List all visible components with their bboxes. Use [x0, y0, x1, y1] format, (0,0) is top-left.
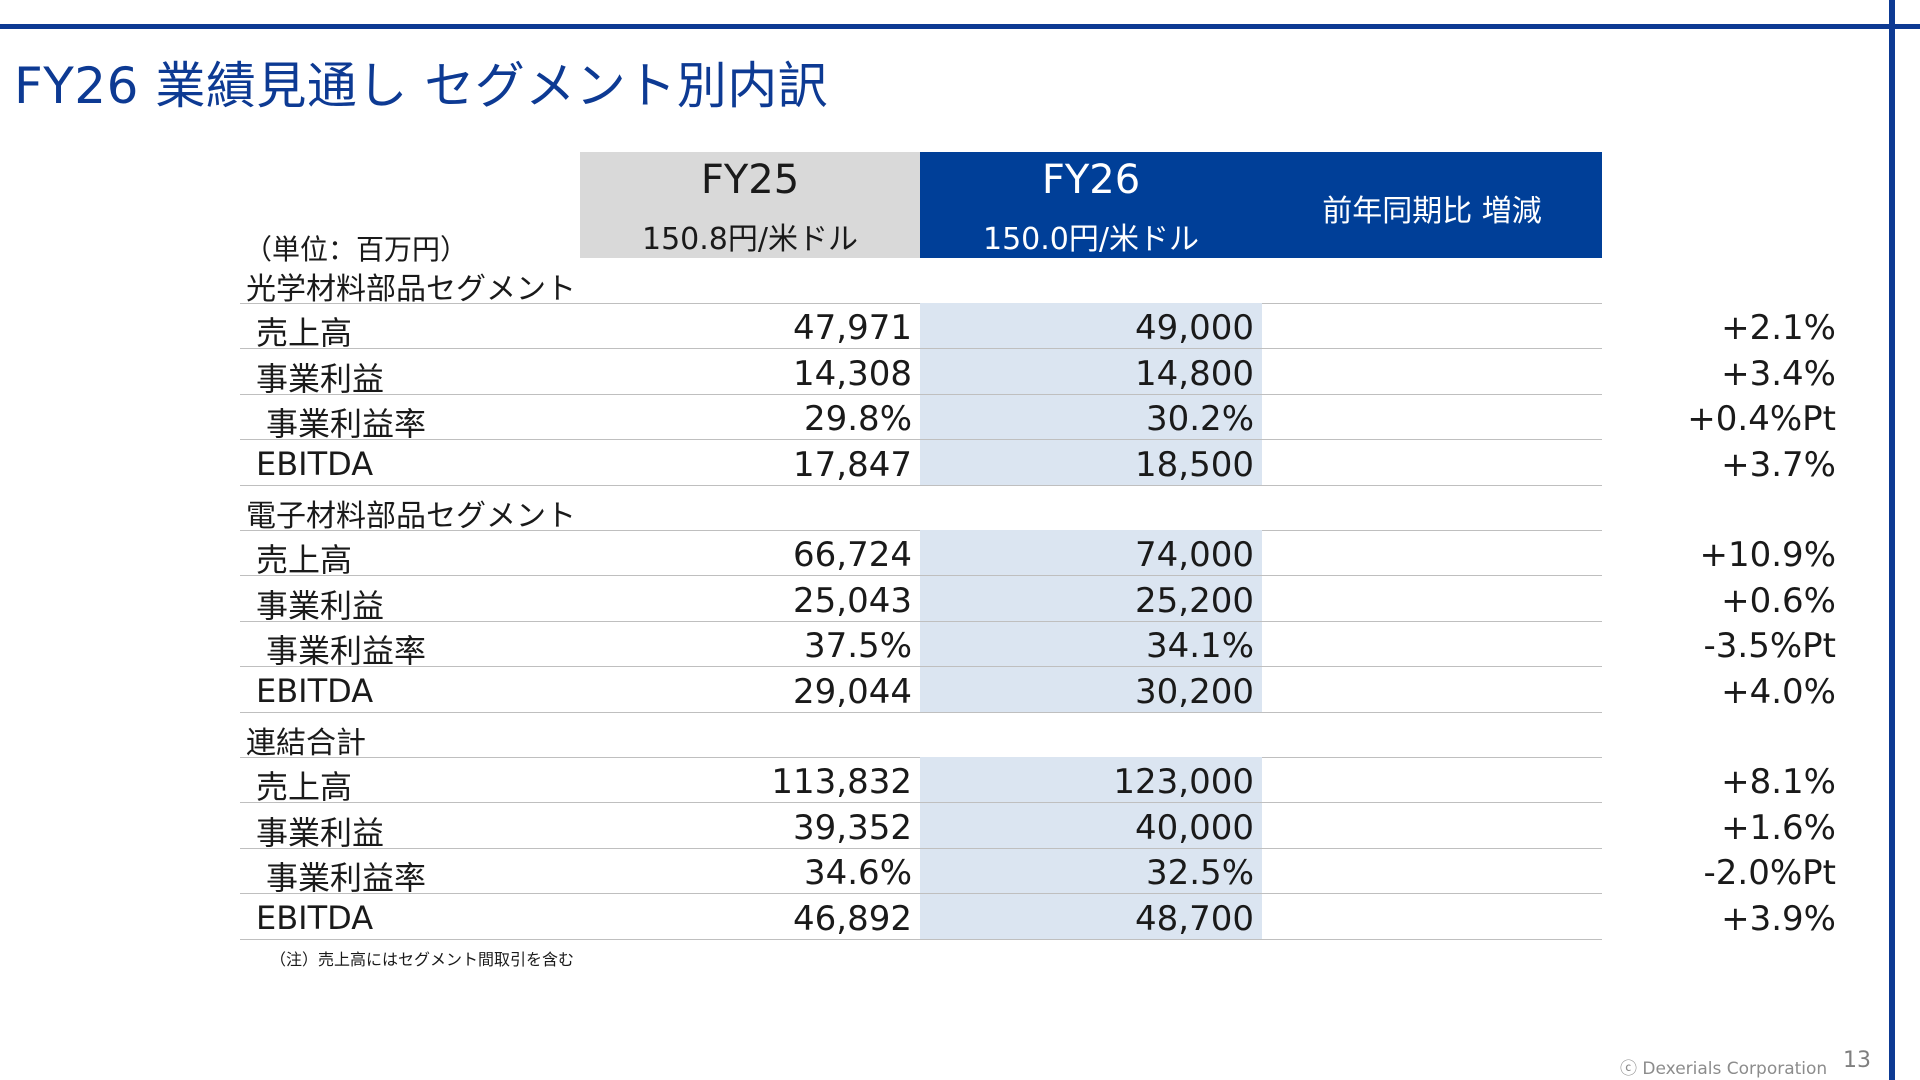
header-fy26-rate: 150.0円/米ドル	[983, 222, 1199, 257]
row-label: EBITDA	[256, 898, 374, 937]
table-row: EBITDA 29,044 30,200 +4.0%	[240, 667, 1836, 713]
slide-title: FY26 業績見通し セグメント別内訳	[14, 57, 829, 115]
yoy-change: +2.1%	[1721, 308, 1836, 349]
yoy-change: +0.4%Pt	[1687, 399, 1836, 440]
table-row: 事業利益率 29.8% 30.2% +0.4%Pt	[240, 394, 1836, 443]
top-accent-rule	[0, 24, 1920, 29]
row-label: EBITDA	[256, 671, 374, 710]
fy25-value: 47,971	[793, 308, 912, 349]
segment-header-row: 電子材料部品セグメント	[240, 485, 1602, 534]
table-row: 事業利益 39,352 40,000 +1.6%	[240, 803, 1836, 852]
segment-header-row: 光学材料部品セグメント	[240, 258, 1602, 307]
fy25-value: 66,724	[793, 535, 912, 576]
table-row: EBITDA 17,847 18,500 +3.7%	[240, 440, 1836, 486]
segment-name: 電子材料部品セグメント	[246, 499, 576, 534]
table-row: 売上高 66,724 74,000 +10.9%	[240, 530, 1836, 579]
segment-header-row: 連結合計	[240, 712, 1602, 761]
yoy-change: +3.7%	[1721, 444, 1836, 485]
header-fy26: FY26 150.0円/米ドル	[920, 152, 1262, 258]
row-label: 事業利益	[256, 586, 385, 625]
fy26-value: 74,000	[1135, 535, 1254, 576]
header-yoy: 前年同期比 増減	[1262, 152, 1602, 258]
header-fy26-year: FY26	[1041, 157, 1141, 203]
row-label: 事業利益率	[266, 632, 427, 671]
table-row: 売上高 113,832 123,000 +8.1%	[240, 757, 1836, 806]
footnote: （注）売上高にはセグメント間取引を含む	[270, 950, 575, 969]
fy26-value: 30,200	[1135, 671, 1254, 712]
fy26-value: 123,000	[1113, 762, 1254, 803]
segment-name: 連結合計	[246, 726, 366, 761]
row-label: 事業利益率	[266, 859, 427, 898]
yoy-change: +10.9%	[1699, 535, 1837, 576]
table-row: 売上高 47,971 49,000 +2.1%	[240, 303, 1836, 352]
yoy-change: +1.6%	[1721, 807, 1836, 848]
fy26-value: 25,200	[1135, 580, 1254, 621]
fy26-value: 34.1%	[1145, 626, 1254, 667]
yoy-change: +3.4%	[1721, 353, 1836, 394]
fy26-value: 40,000	[1135, 807, 1254, 848]
fy26-value: 30.2%	[1145, 399, 1254, 440]
yoy-change: -3.5%Pt	[1703, 626, 1836, 667]
fy25-value: 14,308	[793, 353, 912, 394]
yoy-change: -2.0%Pt	[1703, 853, 1836, 894]
fy26-value: 32.5%	[1145, 853, 1254, 894]
fy25-value: 25,043	[793, 580, 912, 621]
header-yoy-label: 前年同期比 増減	[1322, 194, 1542, 229]
unit-label: （単位：百万円）	[244, 233, 469, 266]
row-label: 事業利益	[256, 813, 385, 852]
row-label: 事業利益	[256, 359, 385, 398]
fy25-value: 39,352	[793, 807, 912, 848]
table-row: 事業利益率 34.6% 32.5% -2.0%Pt	[240, 848, 1836, 897]
row-label: EBITDA	[256, 444, 374, 483]
right-accent-rule	[1889, 0, 1895, 1080]
fy26-value: 14,800	[1135, 353, 1254, 394]
fy25-value: 46,892	[793, 898, 912, 939]
fy25-value: 37.5%	[803, 626, 912, 667]
segment-name: 光学材料部品セグメント	[246, 272, 576, 307]
table-row: 事業利益 25,043 25,200 +0.6%	[240, 576, 1836, 625]
fy26-value: 18,500	[1135, 444, 1254, 485]
header-fy25-year: FY25	[700, 157, 800, 203]
fy25-value: 113,832	[771, 762, 912, 803]
fy26-value: 48,700	[1135, 898, 1254, 939]
table-row: 事業利益 14,308 14,800 +3.4%	[240, 349, 1836, 398]
row-label: 売上高	[256, 314, 353, 353]
yoy-change: +0.6%	[1721, 580, 1836, 621]
copyright: ⓒ Dexerials Corporation	[1620, 1059, 1828, 1079]
row-label: 売上高	[256, 541, 353, 580]
fy25-value: 17,847	[793, 444, 912, 485]
header-fy25-rate: 150.8円/米ドル	[642, 222, 858, 257]
fy25-value: 29,044	[793, 671, 912, 712]
yoy-change: +4.0%	[1721, 671, 1836, 712]
page-number: 13	[1843, 1048, 1871, 1073]
row-label: 売上高	[256, 768, 353, 807]
fy26-value: 49,000	[1135, 308, 1254, 349]
table-row: EBITDA 46,892 48,700 +3.9%	[240, 894, 1836, 940]
fy25-value: 34.6%	[803, 853, 912, 894]
row-label: 事業利益率	[266, 405, 427, 444]
yoy-change: +8.1%	[1721, 762, 1836, 803]
fy25-value: 29.8%	[803, 399, 912, 440]
yoy-change: +3.9%	[1721, 898, 1836, 939]
table-row: 事業利益率 37.5% 34.1% -3.5%Pt	[240, 621, 1836, 670]
header-fy25: FY25 150.8円/米ドル	[580, 152, 920, 258]
